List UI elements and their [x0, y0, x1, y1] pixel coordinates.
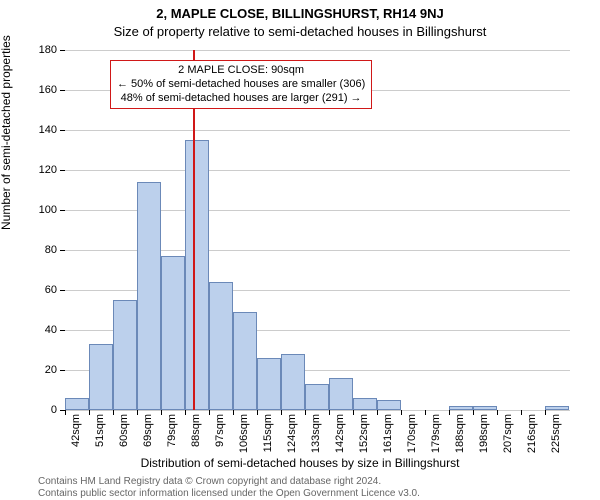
x-tick-mark — [449, 410, 450, 415]
x-tick-mark — [473, 410, 474, 415]
histogram-bar — [209, 282, 233, 410]
x-tick-mark — [137, 410, 138, 415]
footer-line2: Contains public sector information licen… — [38, 488, 420, 500]
histogram-bar — [161, 256, 185, 410]
histogram-bar — [353, 398, 377, 410]
y-tick-label: 100 — [21, 204, 57, 216]
chart-container: 2, MAPLE CLOSE, BILLINGSHURST, RH14 9NJ … — [0, 0, 600, 500]
x-tick-label: 97sqm — [214, 414, 226, 459]
footer-attribution: Contains HM Land Registry data © Crown c… — [38, 476, 420, 499]
x-tick-label: 170sqm — [406, 414, 418, 459]
histogram-bar — [113, 300, 137, 410]
x-tick-label: 79sqm — [166, 414, 178, 459]
x-tick-label: 60sqm — [118, 414, 130, 459]
x-tick-mark — [113, 410, 114, 415]
x-tick-mark — [521, 410, 522, 415]
x-tick-mark — [89, 410, 90, 415]
x-tick-mark — [233, 410, 234, 415]
annotation-line3: 48% of semi-detached houses are larger (… — [117, 92, 365, 106]
x-tick-mark — [401, 410, 402, 415]
x-tick-mark — [161, 410, 162, 415]
x-tick-mark — [353, 410, 354, 415]
x-tick-mark — [65, 410, 66, 415]
x-tick-label: 42sqm — [70, 414, 82, 459]
x-tick-mark — [329, 410, 330, 415]
chart-subtitle: Size of property relative to semi-detach… — [0, 24, 600, 39]
x-tick-label: 152sqm — [358, 414, 370, 459]
annotation-line2: ← 50% of semi-detached houses are smalle… — [117, 78, 365, 92]
y-tick-label: 140 — [21, 124, 57, 136]
x-tick-mark — [257, 410, 258, 415]
histogram-bar — [545, 406, 569, 410]
x-tick-label: 106sqm — [238, 414, 250, 459]
x-tick-label: 207sqm — [502, 414, 514, 459]
grid-line — [65, 410, 570, 411]
x-tick-label: 69sqm — [142, 414, 154, 459]
x-tick-label: 161sqm — [382, 414, 394, 459]
y-tick-label: 0 — [21, 404, 57, 416]
y-axis-label: Number of semi-detached properties — [0, 35, 13, 230]
y-tick-label: 160 — [21, 84, 57, 96]
x-tick-mark — [185, 410, 186, 415]
x-tick-mark — [209, 410, 210, 415]
histogram-bar — [329, 378, 353, 410]
x-tick-label: 124sqm — [286, 414, 298, 459]
histogram-bar — [281, 354, 305, 410]
y-tick-label: 120 — [21, 164, 57, 176]
histogram-bar — [137, 182, 161, 410]
histogram-bar — [305, 384, 329, 410]
x-tick-label: 216sqm — [526, 414, 538, 459]
x-tick-label: 225sqm — [550, 414, 562, 459]
grid-line — [65, 130, 570, 131]
histogram-bar — [473, 406, 497, 410]
x-tick-label: 115sqm — [262, 414, 274, 459]
x-tick-label: 88sqm — [190, 414, 202, 459]
chart-title: 2, MAPLE CLOSE, BILLINGSHURST, RH14 9NJ — [0, 6, 600, 21]
histogram-bar — [185, 140, 209, 410]
x-axis-label: Distribution of semi-detached houses by … — [0, 456, 600, 470]
x-tick-label: 188sqm — [454, 414, 466, 459]
grid-line — [65, 50, 570, 51]
footer-line1: Contains HM Land Registry data © Crown c… — [38, 476, 420, 488]
x-tick-mark — [377, 410, 378, 415]
y-tick-label: 180 — [21, 44, 57, 56]
histogram-bar — [449, 406, 473, 410]
x-tick-label: 198sqm — [478, 414, 490, 459]
y-tick-label: 20 — [21, 364, 57, 376]
y-tick-label: 40 — [21, 324, 57, 336]
x-tick-mark — [305, 410, 306, 415]
x-tick-label: 51sqm — [94, 414, 106, 459]
x-tick-label: 142sqm — [334, 414, 346, 459]
plot-area: 2 MAPLE CLOSE: 90sqm← 50% of semi-detach… — [65, 50, 570, 411]
histogram-bar — [233, 312, 257, 410]
annotation-box: 2 MAPLE CLOSE: 90sqm← 50% of semi-detach… — [110, 60, 372, 109]
x-tick-label: 179sqm — [430, 414, 442, 459]
histogram-bar — [377, 400, 401, 410]
histogram-bar — [65, 398, 89, 410]
x-tick-mark — [281, 410, 282, 415]
x-tick-mark — [545, 410, 546, 415]
grid-line — [65, 170, 570, 171]
y-tick-label: 80 — [21, 244, 57, 256]
annotation-line1: 2 MAPLE CLOSE: 90sqm — [117, 64, 365, 78]
x-tick-mark — [497, 410, 498, 415]
histogram-bar — [257, 358, 281, 410]
histogram-bar — [89, 344, 113, 410]
y-tick-label: 60 — [21, 284, 57, 296]
x-tick-label: 133sqm — [310, 414, 322, 459]
x-tick-mark — [425, 410, 426, 415]
